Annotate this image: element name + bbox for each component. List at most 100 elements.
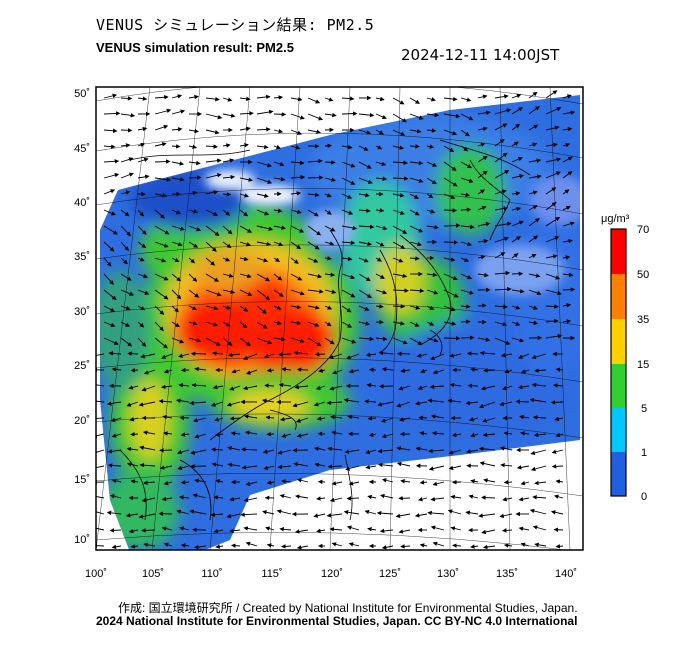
wind-arrow: [398, 385, 411, 391]
wind-arrow: [313, 401, 326, 407]
wind-arrow: [511, 337, 525, 343]
wind-arrow: [375, 129, 384, 135]
wind-arrow: [137, 321, 145, 328]
wind-arrow: [470, 367, 479, 372]
wind-arrow: [120, 305, 131, 311]
wind-arrow: [419, 543, 428, 548]
wind-arrow: [511, 141, 519, 147]
wind-arrow: [324, 272, 336, 277]
lon-label: 105˚: [142, 568, 164, 580]
wind-arrow: [307, 158, 323, 164]
wind-arrow: [480, 385, 496, 391]
wind-arrow: [426, 97, 436, 102]
wind-arrow: [120, 190, 131, 195]
colorbar-tick: 35: [637, 314, 649, 326]
title-english: VENUS simulation result: PM2.5: [96, 40, 294, 55]
wind-arrow: [555, 544, 564, 549]
wind-arrow: [171, 144, 181, 149]
wind-arrow: [494, 221, 512, 227]
lon-label: 110˚: [201, 568, 222, 580]
wind-arrow: [205, 129, 220, 135]
wind-arrow: [448, 465, 462, 471]
wind-arrow: [562, 126, 573, 132]
wind-arrow: [290, 129, 302, 135]
wind-arrow: [205, 96, 220, 102]
lat-axis: 50˚ 45˚ 40˚ 35˚ 30˚ 25˚ 20˚ 15˚ 10˚: [74, 88, 90, 546]
wind-arrow: [290, 273, 303, 281]
wind-arrow: [377, 401, 394, 407]
wind-arrow: [188, 289, 200, 298]
wind-arrow: [239, 177, 253, 182]
wind-arrow: [229, 416, 241, 421]
wind-arrow: [163, 480, 173, 486]
wind-arrow: [139, 445, 156, 451]
wind-arrow: [103, 289, 117, 301]
wind-arrow: [120, 273, 132, 281]
wind-arrow: [137, 157, 149, 163]
title-japanese: VENUS シミュレーション結果: PM2.5: [96, 16, 375, 34]
wind-arrow: [367, 527, 377, 532]
wind-arrow: [273, 320, 282, 326]
wind-arrow: [364, 399, 377, 404]
wind-arrow: [347, 414, 360, 420]
colorbar-tick: 1: [641, 447, 647, 459]
wind-arrow: [482, 417, 496, 423]
wind-arrow: [331, 542, 343, 547]
wind-arrow: [126, 446, 139, 452]
wind-arrow: [210, 512, 224, 518]
wind-arrow: [562, 319, 572, 324]
wind-arrow: [290, 96, 303, 102]
lat-label: 15˚: [74, 474, 90, 486]
wind-arrow: [106, 401, 122, 406]
wind-arrow: [324, 209, 332, 215]
wind-arrow: [562, 142, 571, 148]
wind-arrow: [375, 336, 388, 342]
wind-arrow: [409, 256, 420, 261]
wind-arrow: [154, 177, 171, 182]
wind-arrow: [358, 305, 370, 311]
wind-arrow: [341, 177, 356, 185]
wind-arrow: [256, 241, 272, 247]
wind-arrow: [127, 462, 139, 467]
wind-arrow: [499, 513, 513, 519]
wind-arrow: [500, 352, 513, 358]
wind-arrow: [414, 513, 428, 518]
wind-arrow: [494, 108, 512, 115]
wind-arrow: [430, 496, 445, 502]
colorbar: μg/m³ 70 50 35 15 5 1 0: [601, 213, 649, 503]
wind-arrow: [341, 161, 356, 168]
wind-arrow: [281, 544, 292, 549]
wind-arrow: [222, 289, 236, 295]
wind-arrow: [341, 321, 352, 328]
wind-arrow: [545, 236, 560, 243]
wind-arrow: [239, 241, 252, 247]
wind-arrow: [137, 273, 149, 279]
wind-arrow: [281, 367, 292, 372]
wind-arrow: [171, 94, 183, 99]
wind-arrow: [358, 273, 371, 282]
wind-arrow: [171, 225, 185, 231]
wind-arrow: [528, 174, 542, 179]
colorbar-segment: [611, 364, 626, 408]
wind-arrow: [364, 509, 377, 515]
wind-arrow: [281, 433, 292, 438]
wind-arrow: [460, 304, 471, 309]
lon-axis: 100˚ 105˚ 110˚ 115˚ 120˚ 125˚ 130˚ 135˚ …: [85, 568, 577, 580]
wind-arrow: [460, 241, 473, 247]
wind-arrow: [171, 161, 185, 166]
wind-arrow: [163, 369, 173, 374]
wind-arrow: [243, 497, 258, 503]
wind-arrow: [222, 97, 233, 102]
wind-arrow: [483, 544, 496, 550]
wind-arrow: [141, 497, 156, 503]
wind-arrow: [245, 541, 258, 547]
wind-arrow: [478, 513, 496, 518]
wind-arrow: [494, 286, 512, 292]
wind-arrow: [409, 193, 419, 199]
wind-arrow: [205, 173, 222, 179]
credit-license: 2024 National Institute for Environmenta…: [96, 614, 578, 628]
wind-arrow: [392, 97, 405, 105]
wind-arrow: [111, 367, 122, 372]
wind-arrow: [345, 465, 360, 471]
wind-arrow: [239, 209, 249, 217]
